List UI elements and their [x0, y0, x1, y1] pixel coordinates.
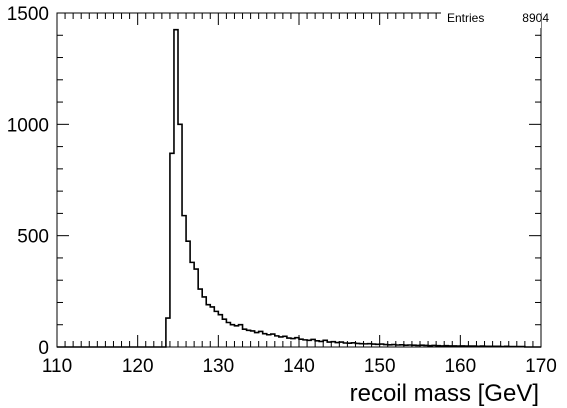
x-tick-label: 110: [42, 356, 72, 377]
x-tick-label: 140: [283, 356, 315, 377]
stats-entries-value: 8904: [522, 11, 549, 25]
x-axis-title: recoil mass [GeV]: [350, 380, 539, 407]
x-tick-label: 170: [525, 356, 557, 377]
histogram-series-line: [57, 28, 541, 348]
y-tick-label: 0: [38, 338, 49, 359]
stats-entries-label: Entries: [447, 11, 484, 25]
stats-box-background: [441, 6, 541, 28]
x-tick-label: 130: [202, 356, 234, 377]
y-tick-label: 1500: [7, 4, 49, 25]
stats-box: Entries 8904: [441, 6, 549, 28]
plot-frame: [56, 12, 542, 348]
y-axis-ticks: [57, 12, 541, 348]
x-tick-label: 150: [364, 356, 396, 377]
y-axis-tick-labels: 0 500 1000 1500: [7, 4, 49, 359]
x-tick-label: 160: [444, 356, 476, 377]
x-axis-ticks: [56, 13, 542, 347]
y-tick-label: 1000: [7, 115, 49, 136]
x-axis-tick-labels: 110 120 130 140 150 160 170: [42, 356, 557, 377]
x-tick-label: 120: [122, 356, 154, 377]
y-tick-label: 500: [17, 227, 49, 248]
